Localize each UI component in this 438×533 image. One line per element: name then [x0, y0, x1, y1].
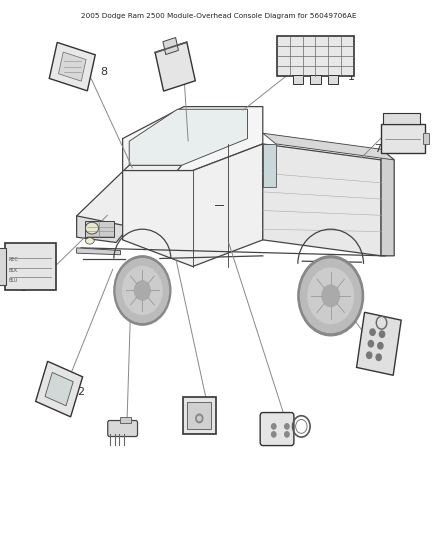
- Circle shape: [376, 354, 381, 360]
- Text: 6: 6: [20, 283, 27, 293]
- Circle shape: [367, 352, 372, 358]
- Text: 8: 8: [101, 67, 108, 77]
- Circle shape: [134, 281, 150, 300]
- FancyBboxPatch shape: [260, 413, 294, 446]
- Text: 7: 7: [374, 144, 381, 154]
- Text: 9: 9: [166, 62, 173, 71]
- Circle shape: [285, 432, 289, 437]
- Circle shape: [196, 414, 203, 423]
- Circle shape: [116, 259, 169, 322]
- FancyBboxPatch shape: [310, 75, 321, 84]
- Text: 1: 1: [348, 72, 355, 82]
- Text: 4: 4: [285, 427, 292, 437]
- Text: 5: 5: [361, 347, 368, 357]
- FancyBboxPatch shape: [0, 248, 7, 285]
- Polygon shape: [263, 144, 381, 256]
- Text: BLU: BLU: [9, 278, 18, 284]
- Text: 2005 Dodge Ram 2500 Module-Overhead Console Diagram for 56049706AE: 2005 Dodge Ram 2500 Module-Overhead Cons…: [81, 13, 357, 19]
- Polygon shape: [123, 107, 263, 171]
- Polygon shape: [35, 361, 83, 417]
- Polygon shape: [49, 43, 95, 91]
- FancyBboxPatch shape: [381, 124, 425, 154]
- Circle shape: [378, 343, 383, 349]
- Circle shape: [322, 285, 339, 306]
- Text: 2: 2: [77, 387, 84, 397]
- Polygon shape: [129, 109, 247, 165]
- FancyBboxPatch shape: [108, 421, 138, 437]
- FancyBboxPatch shape: [120, 417, 131, 423]
- Polygon shape: [58, 52, 86, 81]
- FancyBboxPatch shape: [277, 36, 353, 76]
- Polygon shape: [45, 373, 73, 406]
- Circle shape: [198, 416, 201, 421]
- FancyBboxPatch shape: [328, 75, 338, 84]
- Polygon shape: [77, 248, 120, 255]
- FancyBboxPatch shape: [423, 133, 429, 144]
- FancyBboxPatch shape: [183, 397, 216, 434]
- FancyBboxPatch shape: [85, 221, 114, 237]
- Circle shape: [298, 256, 364, 336]
- Circle shape: [272, 424, 276, 429]
- Circle shape: [379, 331, 385, 337]
- Ellipse shape: [85, 238, 94, 244]
- Polygon shape: [263, 144, 276, 187]
- Text: 10: 10: [116, 427, 130, 437]
- Polygon shape: [263, 133, 394, 160]
- FancyBboxPatch shape: [293, 75, 303, 84]
- Circle shape: [370, 329, 375, 335]
- Polygon shape: [381, 149, 394, 256]
- FancyBboxPatch shape: [187, 402, 211, 429]
- Polygon shape: [163, 37, 178, 54]
- Polygon shape: [155, 42, 195, 91]
- Ellipse shape: [85, 222, 99, 234]
- Circle shape: [300, 259, 361, 333]
- Circle shape: [272, 432, 276, 437]
- Circle shape: [285, 424, 289, 429]
- Polygon shape: [123, 144, 263, 266]
- FancyBboxPatch shape: [383, 114, 420, 124]
- Circle shape: [308, 268, 353, 324]
- Text: REC: REC: [9, 257, 19, 262]
- FancyBboxPatch shape: [6, 243, 56, 290]
- Polygon shape: [77, 165, 182, 227]
- Text: BLK: BLK: [9, 268, 18, 273]
- Circle shape: [123, 266, 162, 314]
- Polygon shape: [77, 216, 129, 243]
- Text: 3: 3: [199, 419, 206, 429]
- Circle shape: [368, 341, 374, 347]
- Polygon shape: [357, 312, 401, 375]
- Circle shape: [114, 256, 171, 325]
